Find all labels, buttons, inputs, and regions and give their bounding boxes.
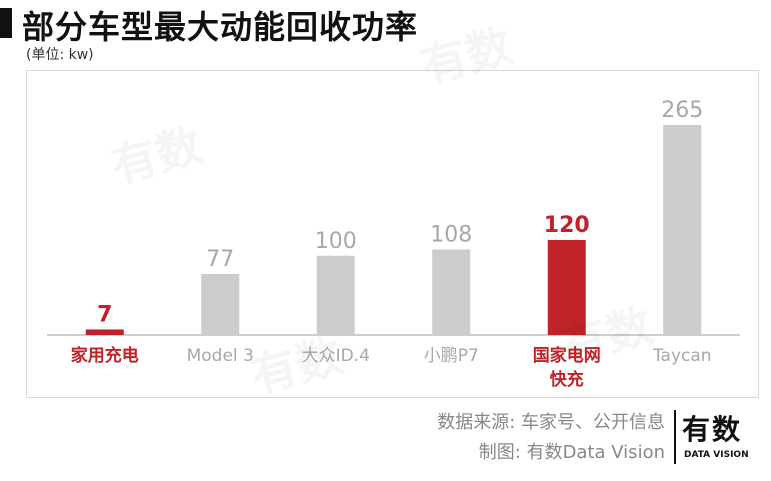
bar-chart: 7 家用充电 77 Model 3 100 大众ID.4 108 小鹏P7 120 国家电网快充 2… <box>47 98 740 390</box>
data-source-note: 数据来源: 车家号、公开信息 <box>437 412 665 433</box>
bar-value-label: 100 <box>315 229 357 254</box>
brand-logo-subtext: DATA VISION <box>684 450 749 460</box>
bar-value-label: 77 <box>206 247 234 272</box>
bar-2 <box>316 255 355 335</box>
logo-divider <box>674 410 676 464</box>
bar-5 <box>663 125 702 335</box>
bar-value-label: 120 <box>544 213 590 238</box>
category-label: 国家电网快充 <box>533 345 601 390</box>
category-label: 小鹏P7 <box>424 346 479 366</box>
chart-credit-note: 制图: 有数Data Vision <box>478 442 665 463</box>
chart-panel: 7 家用充电 77 Model 3 100 大众ID.4 108 小鹏P7 120 国家电网快充 2… <box>26 70 759 398</box>
bar-value-label: 7 <box>97 302 112 327</box>
title-accent-bar <box>0 8 12 38</box>
chart-title: 部分车型最大动能回收功率 <box>22 8 419 46</box>
bar-value-label: 108 <box>430 222 472 247</box>
category-label: Model 3 <box>187 346 254 366</box>
bar-0 <box>85 329 124 335</box>
brand-logo-text: 有数 <box>682 413 743 446</box>
bar-value-label: 265 <box>661 98 703 123</box>
category-label: 家用充电 <box>71 345 139 366</box>
unit-label: (单位: kw) <box>26 47 94 63</box>
category-label: 大众ID.4 <box>302 346 370 366</box>
bar-4 <box>547 239 586 335</box>
category-label: Taycan <box>652 346 712 366</box>
bar-1 <box>201 273 240 335</box>
bar-3 <box>432 249 471 335</box>
